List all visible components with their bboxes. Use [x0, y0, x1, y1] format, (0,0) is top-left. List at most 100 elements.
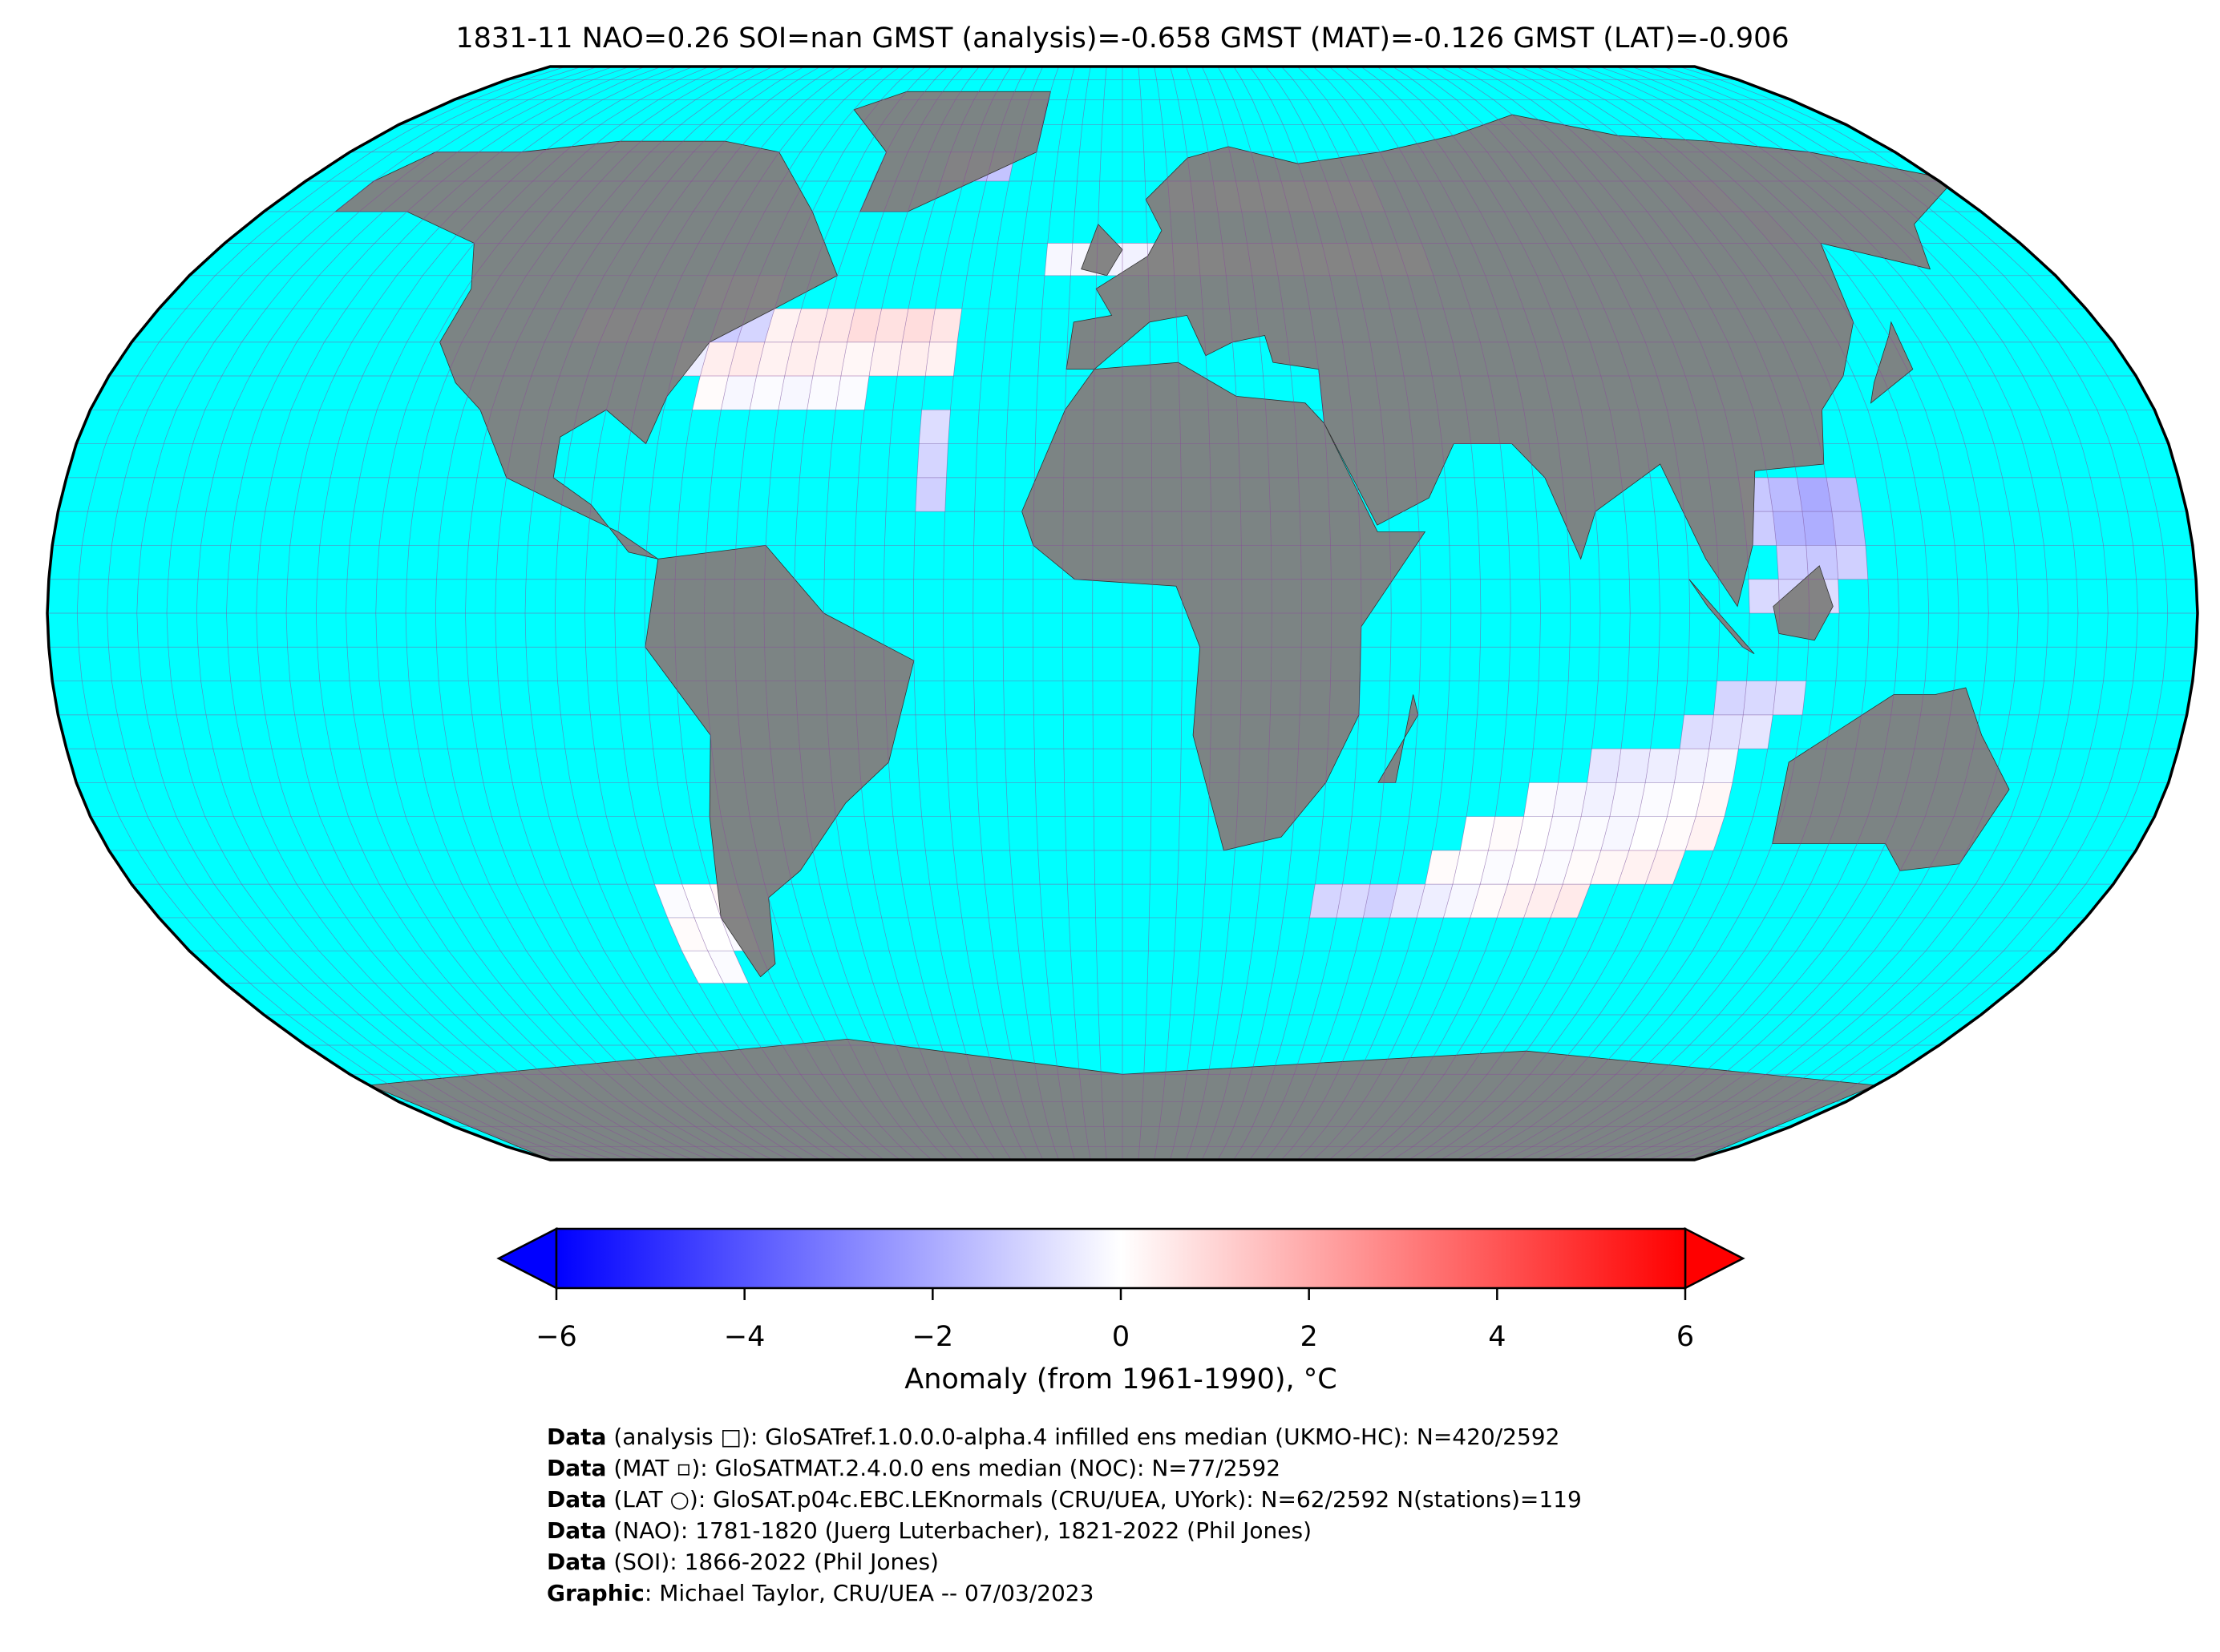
anomaly-cell: [700, 341, 738, 376]
anomaly-cell: [681, 884, 722, 918]
footer-line: Data (SOI): 1866-2022 (Phil Jones): [547, 1549, 939, 1575]
anomaly-cell: [1581, 782, 1617, 817]
footer: Data (analysis □): GloSATref.1.0.0.0-alp…: [547, 1424, 1582, 1606]
anomaly-cell: [840, 341, 875, 376]
anomaly-cell: [1645, 749, 1680, 783]
anomaly-cell: [707, 951, 749, 984]
colorbar-label: Anomaly (from 1961-1990), °C: [904, 1363, 1337, 1396]
colorbar-tick-label: 4: [1488, 1321, 1506, 1353]
chart-title: 1831-11 NAO=0.26 SOI=nan GMST (analysis)…: [455, 22, 1789, 55]
anomaly-cell: [1743, 681, 1777, 715]
footer-label: Data: [547, 1424, 606, 1450]
anomaly-cell: [1507, 850, 1545, 885]
colorbar-bar: [555, 1227, 1687, 1290]
anomaly-cell: [902, 309, 936, 342]
colorbar-tick-label: −6: [536, 1321, 577, 1353]
anomaly-cell: [1497, 884, 1535, 918]
anomaly-cell: [1749, 579, 1780, 613]
footer-label: Graphic: [547, 1580, 645, 1606]
anomaly-cell: [1389, 884, 1425, 918]
anomaly-cell: [897, 341, 930, 376]
anomaly-cell: [1713, 681, 1747, 715]
footer-label: Data: [547, 1486, 606, 1513]
colorbar-extend-low: [496, 1226, 558, 1290]
anomaly-cell: [847, 309, 882, 342]
anomaly-cell: [807, 376, 841, 410]
footer-label: Data: [547, 1455, 606, 1481]
colorbar-tick-label: 6: [1676, 1321, 1694, 1353]
colorbar-tick-label: −2: [912, 1321, 954, 1353]
land: [1870, 321, 1914, 404]
anomaly-cell: [1590, 850, 1630, 885]
anomaly-cell: [1535, 850, 1573, 885]
anomaly-cell: [1336, 884, 1370, 918]
footer-line: Data (MAT ▫): GloSATMAT.2.4.0.0 ens medi…: [547, 1455, 1280, 1481]
anomaly-cell: [875, 309, 908, 342]
footer-text: : Michael Taylor, CRU/UEA -- 07/03/2023: [645, 1580, 1094, 1606]
anomaly-cell: [728, 341, 765, 376]
anomaly-cell: [812, 341, 847, 376]
anomaly-cell: [1629, 816, 1668, 850]
anomaly-cell: [1773, 511, 1806, 546]
anomaly-cell: [929, 309, 962, 342]
anomaly-cell: [778, 376, 813, 410]
anomaly-cell: [1544, 816, 1582, 850]
anomaly-cell: [1045, 243, 1073, 276]
anomaly-cell: [667, 917, 708, 951]
anomaly-cell: [692, 376, 729, 410]
anomaly-cell: [916, 443, 948, 478]
anomaly-cell: [1680, 714, 1714, 749]
map: [46, 65, 2199, 1161]
anomaly-cell: [784, 341, 820, 376]
anomaly-cell: [721, 376, 757, 410]
anomaly-cell: [1738, 714, 1773, 749]
anomaly-cell: [1601, 816, 1639, 850]
footer-label: Data: [547, 1517, 606, 1544]
anomaly-cell: [1523, 782, 1559, 817]
map-content: [47, 67, 2198, 1160]
colorbar-extend-high: [1684, 1226, 1745, 1290]
colorbar: Anomaly (from 1961-1990), °C −6 −4 −2 0 2 4 6: [496, 1226, 1745, 1396]
anomaly-cell: [1617, 850, 1658, 885]
anomaly-cell: [1480, 850, 1517, 885]
colorbar-tick-label: 0: [1112, 1321, 1130, 1353]
anomaly-cell: [925, 341, 957, 376]
anomaly-cell: [1609, 782, 1646, 817]
anomaly-cell: [1516, 816, 1553, 850]
map-border: [46, 65, 2199, 1161]
anomaly-cell: [681, 951, 724, 984]
footer-line: Graphic: Michael Taylor, CRU/UEA -- 07/0…: [547, 1580, 1094, 1606]
anomaly-cell: [1470, 884, 1508, 918]
anomaly-cell: [1523, 884, 1563, 918]
anomaly-cell: [1767, 477, 1803, 512]
anomaly-cell: [1776, 545, 1809, 580]
anomaly-cell: [1797, 477, 1833, 512]
anomaly-cell: [919, 410, 951, 444]
anomaly-cell: [750, 376, 785, 410]
anomaly-cell: [819, 309, 855, 342]
footer-line: Data (analysis □): GloSATref.1.0.0.0-alp…: [547, 1424, 1559, 1450]
anomaly-cell: [756, 341, 792, 376]
anomaly-cell: [1674, 749, 1709, 783]
anomaly-cell: [1587, 749, 1621, 783]
anomaly-cell: [1425, 850, 1461, 885]
anomaly-cell: [1638, 782, 1675, 817]
footer-label: Data: [547, 1549, 606, 1575]
anomaly-cell: [1832, 511, 1866, 546]
footer-line: Data (NAO): 1781-1820 (Juerg Luterbacher…: [547, 1517, 1312, 1544]
anomaly-cell: [1773, 681, 1806, 715]
footer-line: Data (LAT ○): GloSAT.p04c.EBC.LEKnormals…: [547, 1486, 1582, 1513]
anomaly-cell: [764, 309, 802, 342]
colorbar-tick-label: 2: [1300, 1321, 1318, 1353]
anomaly-cell: [1443, 884, 1481, 918]
anomaly-cell: [1552, 782, 1587, 817]
anomaly-cell: [1460, 816, 1495, 850]
anomaly-cell: [1802, 511, 1836, 546]
anomaly-cell: [1488, 816, 1524, 850]
anomaly-cell: [1657, 816, 1696, 850]
anomaly-cell: [1835, 545, 1868, 580]
footer-text: (MAT ▫): GloSATMAT.2.4.0.0 ens median (N…: [606, 1455, 1280, 1481]
anomaly-cell: [1667, 782, 1704, 817]
anomaly-cell: [1563, 850, 1601, 885]
